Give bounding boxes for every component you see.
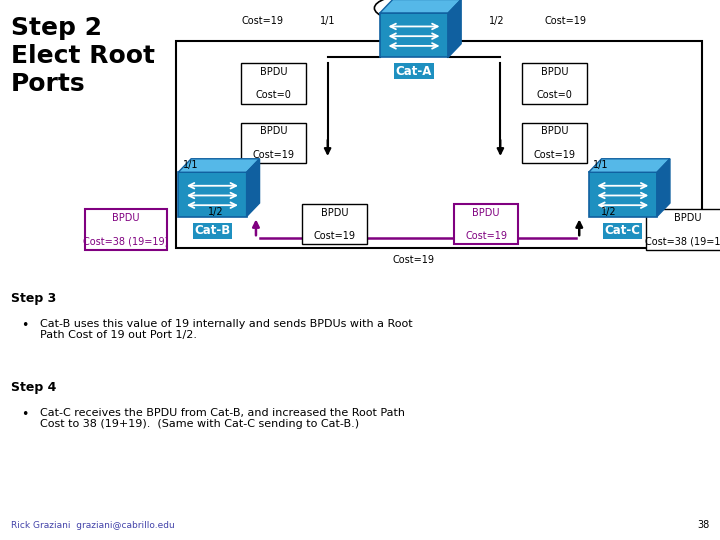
Polygon shape bbox=[657, 159, 670, 217]
Text: Bridge: Bridge bbox=[397, 9, 431, 18]
FancyBboxPatch shape bbox=[522, 64, 587, 104]
Text: Cat-B uses this value of 19 internally and sends BPDUs with a Root
Path Cost of : Cat-B uses this value of 19 internally a… bbox=[40, 319, 413, 340]
FancyBboxPatch shape bbox=[522, 123, 587, 163]
Text: Cat-C: Cat-C bbox=[605, 224, 641, 237]
FancyBboxPatch shape bbox=[85, 210, 167, 249]
Text: 1/1: 1/1 bbox=[320, 16, 336, 25]
Text: 1/1: 1/1 bbox=[593, 160, 609, 170]
FancyBboxPatch shape bbox=[380, 13, 448, 57]
Text: Cat-B: Cat-B bbox=[194, 224, 230, 237]
Text: BPDU

Cost=19: BPDU Cost=19 bbox=[465, 207, 507, 241]
Text: BPDU

Cost=38 (19=19): BPDU Cost=38 (19=19) bbox=[84, 213, 168, 246]
Text: Cat-C receives the BPDU from Cat-B, and increased the Root Path
Cost to 38 (19+1: Cat-C receives the BPDU from Cat-B, and … bbox=[40, 408, 405, 429]
Ellipse shape bbox=[374, 0, 454, 22]
Polygon shape bbox=[380, 0, 461, 13]
Text: 1/2: 1/2 bbox=[489, 16, 505, 25]
Text: 1/1: 1/1 bbox=[183, 160, 199, 170]
FancyBboxPatch shape bbox=[302, 204, 367, 244]
Text: Step 4: Step 4 bbox=[11, 381, 56, 394]
FancyBboxPatch shape bbox=[454, 204, 518, 244]
Text: •: • bbox=[22, 408, 29, 421]
FancyBboxPatch shape bbox=[179, 172, 246, 217]
Text: 38: 38 bbox=[697, 520, 709, 530]
Text: Root: Root bbox=[402, 0, 426, 9]
Text: Rick Graziani  graziani@cabrillo.edu: Rick Graziani graziani@cabrillo.edu bbox=[11, 521, 174, 530]
Polygon shape bbox=[179, 159, 260, 172]
FancyBboxPatch shape bbox=[241, 64, 306, 104]
Text: Cat-A: Cat-A bbox=[396, 65, 432, 78]
Text: BPDU

Cost=0: BPDU Cost=0 bbox=[256, 67, 292, 100]
Polygon shape bbox=[448, 0, 461, 57]
FancyBboxPatch shape bbox=[647, 210, 720, 249]
Text: BPDU

Cost=19: BPDU Cost=19 bbox=[253, 126, 294, 160]
Text: BPDU

Cost=19: BPDU Cost=19 bbox=[314, 207, 356, 241]
Text: Step 3: Step 3 bbox=[11, 292, 56, 305]
Text: BPDU

Cost=0: BPDU Cost=0 bbox=[536, 67, 572, 100]
FancyBboxPatch shape bbox=[589, 172, 657, 217]
Text: BPDU

Cost=38 (19=19): BPDU Cost=38 (19=19) bbox=[645, 213, 720, 246]
FancyBboxPatch shape bbox=[176, 40, 702, 248]
Polygon shape bbox=[246, 159, 260, 217]
Text: Step 2
Elect Root
Ports: Step 2 Elect Root Ports bbox=[11, 16, 155, 96]
Polygon shape bbox=[589, 159, 670, 172]
Text: BPDU

Cost=19: BPDU Cost=19 bbox=[534, 126, 575, 160]
Text: 1/2: 1/2 bbox=[208, 207, 224, 217]
Text: •: • bbox=[22, 319, 29, 332]
Text: Cost=19: Cost=19 bbox=[242, 16, 284, 25]
Text: 1/2: 1/2 bbox=[600, 207, 616, 217]
Text: Cost=19: Cost=19 bbox=[544, 16, 586, 25]
Text: Cost=19: Cost=19 bbox=[393, 255, 435, 265]
FancyBboxPatch shape bbox=[241, 123, 306, 163]
